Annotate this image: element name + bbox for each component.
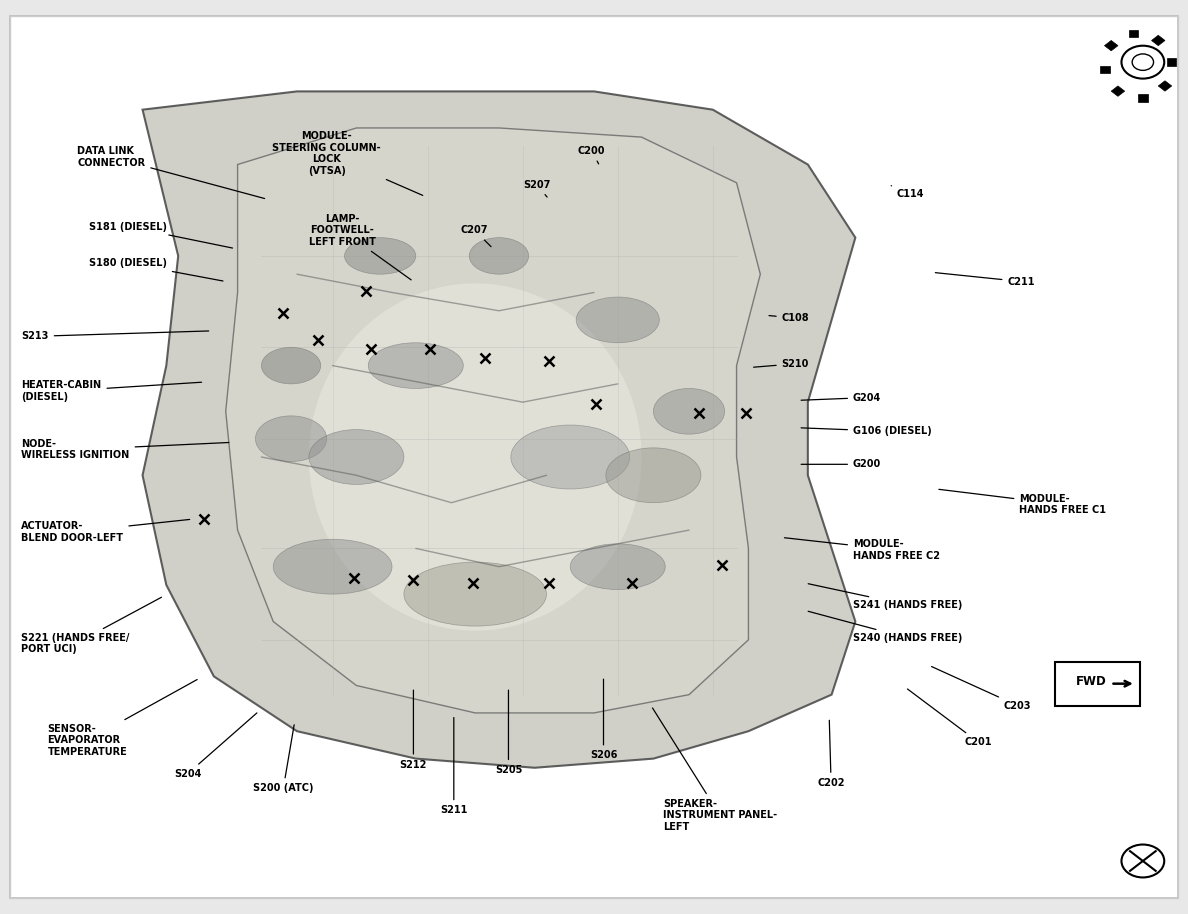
Circle shape	[1132, 54, 1154, 70]
Polygon shape	[226, 128, 760, 713]
Ellipse shape	[469, 238, 529, 274]
Text: C200: C200	[577, 146, 606, 164]
Text: S211: S211	[440, 717, 468, 815]
Text: HEATER-CABIN
(DIESEL): HEATER-CABIN (DIESEL)	[21, 380, 202, 402]
Circle shape	[1121, 845, 1164, 877]
Ellipse shape	[309, 283, 642, 631]
Text: C108: C108	[769, 314, 809, 323]
Text: C211: C211	[935, 272, 1035, 286]
Ellipse shape	[368, 343, 463, 388]
Text: C207: C207	[461, 226, 491, 247]
Bar	[1138, 94, 1148, 101]
Text: G204: G204	[801, 393, 881, 402]
Polygon shape	[143, 91, 855, 768]
Text: NODE-
WIRELESS IGNITION: NODE- WIRELESS IGNITION	[21, 439, 229, 461]
Text: FWD: FWD	[1076, 675, 1107, 688]
Text: S181 (DIESEL): S181 (DIESEL)	[89, 222, 233, 248]
Text: S210: S210	[753, 359, 809, 368]
Text: S180 (DIESEL): S180 (DIESEL)	[89, 259, 223, 281]
Text: S213: S213	[21, 331, 209, 341]
Ellipse shape	[576, 297, 659, 343]
Ellipse shape	[261, 347, 321, 384]
Text: S240 (HANDS FREE): S240 (HANDS FREE)	[808, 611, 962, 643]
Bar	[1111, 86, 1125, 96]
Ellipse shape	[570, 544, 665, 590]
Text: S207: S207	[523, 180, 551, 197]
Ellipse shape	[255, 416, 327, 462]
Text: S212: S212	[399, 690, 428, 770]
Text: S221 (HANDS FREE/
PORT UCI): S221 (HANDS FREE/ PORT UCI)	[21, 597, 162, 654]
Text: C114: C114	[891, 186, 924, 198]
Text: G200: G200	[801, 460, 881, 469]
Bar	[1151, 36, 1165, 46]
Text: S241 (HANDS FREE): S241 (HANDS FREE)	[808, 584, 962, 610]
Ellipse shape	[345, 238, 416, 274]
Bar	[1100, 66, 1110, 73]
Text: C202: C202	[817, 720, 845, 788]
Bar	[1129, 30, 1138, 37]
Ellipse shape	[606, 448, 701, 503]
FancyBboxPatch shape	[10, 16, 1178, 898]
Bar	[1158, 80, 1171, 91]
Text: S206: S206	[589, 679, 618, 760]
Ellipse shape	[273, 539, 392, 594]
Text: LAMP-
FOOTWELL-
LEFT FRONT: LAMP- FOOTWELL- LEFT FRONT	[309, 214, 411, 280]
Ellipse shape	[309, 430, 404, 484]
Ellipse shape	[404, 562, 546, 626]
Circle shape	[1121, 46, 1164, 79]
Text: S200 (ATC): S200 (ATC)	[253, 725, 314, 793]
Text: MODULE-
HANDS FREE C1: MODULE- HANDS FREE C1	[939, 489, 1106, 515]
Text: C203: C203	[931, 666, 1031, 710]
Text: ACTUATOR-
BLEND DOOR-LEFT: ACTUATOR- BLEND DOOR-LEFT	[21, 519, 190, 543]
Ellipse shape	[653, 388, 725, 434]
Text: C201: C201	[908, 689, 992, 747]
Bar	[1105, 40, 1118, 51]
Bar	[1167, 58, 1176, 66]
Text: MODULE-
HANDS FREE C2: MODULE- HANDS FREE C2	[784, 537, 940, 561]
Ellipse shape	[511, 425, 630, 489]
Text: S204: S204	[173, 713, 257, 779]
Text: S205: S205	[494, 690, 523, 775]
Text: DATA LINK
CONNECTOR: DATA LINK CONNECTOR	[77, 146, 265, 198]
Text: MODULE-
STEERING COLUMN-
LOCK
(VTSA): MODULE- STEERING COLUMN- LOCK (VTSA)	[272, 131, 423, 196]
Text: G106 (DIESEL): G106 (DIESEL)	[801, 427, 931, 436]
Text: SENSOR-
EVAPORATOR
TEMPERATURE: SENSOR- EVAPORATOR TEMPERATURE	[48, 679, 197, 757]
Text: SPEAKER-
INSTRUMENT PANEL-
LEFT: SPEAKER- INSTRUMENT PANEL- LEFT	[652, 708, 777, 832]
FancyBboxPatch shape	[1055, 662, 1140, 706]
